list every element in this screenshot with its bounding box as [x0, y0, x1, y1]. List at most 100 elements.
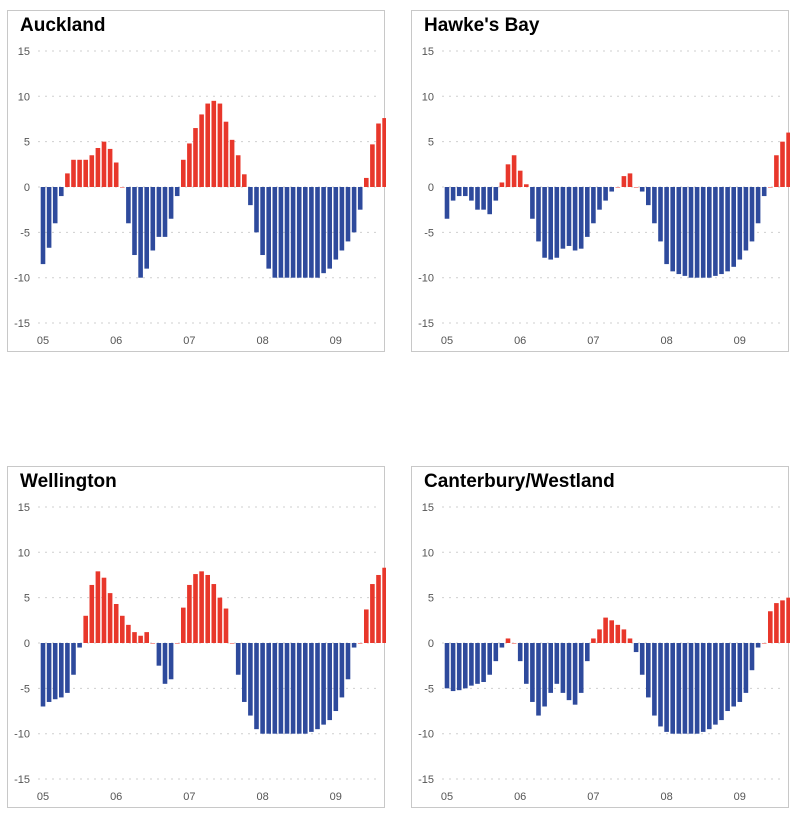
bar: [132, 187, 137, 256]
bar: [309, 187, 314, 278]
x-tick-label: 07: [587, 335, 599, 347]
bar: [138, 635, 143, 643]
bar: [254, 643, 259, 730]
bar: [83, 159, 88, 187]
bar: [248, 187, 253, 206]
bar: [646, 187, 651, 206]
x-tick-label: 06: [514, 335, 526, 347]
bar: [242, 174, 247, 187]
bar: [578, 187, 584, 249]
bar: [609, 620, 614, 643]
y-tick-label: -5: [424, 683, 434, 695]
bar: [71, 159, 76, 187]
y-tick-label: 10: [422, 91, 434, 103]
bar: [370, 144, 375, 187]
y-tick-label: 15: [18, 46, 30, 58]
bar: [731, 643, 736, 707]
bar: [621, 176, 627, 187]
bar: [749, 187, 755, 242]
bar: [327, 187, 332, 269]
bar: [682, 187, 688, 276]
bar: [309, 643, 314, 732]
bar: [101, 141, 107, 187]
bar: [511, 643, 517, 644]
bar: [321, 187, 326, 274]
bar: [487, 643, 492, 675]
bar: [761, 643, 767, 644]
bar: [266, 187, 271, 269]
bar: [499, 182, 505, 187]
bar: [585, 187, 590, 237]
bar-chart-hawkes-bay: 15 10 5 0 -5 -10 -15 05 06 07 08 09: [418, 46, 790, 347]
bar: [211, 100, 217, 187]
bar: [101, 577, 107, 643]
bar: [554, 643, 560, 684]
bar: [199, 571, 204, 643]
bar: [217, 597, 223, 643]
bar: [126, 187, 131, 224]
bar: [463, 643, 468, 689]
bar: [743, 643, 749, 693]
y-tick-label: 15: [422, 502, 434, 514]
y-tick-label: 5: [428, 137, 434, 149]
panel-wellington: Wellington 15 10 5 0 -5 -10 -15 05 06 07 08 09: [7, 466, 386, 808]
x-tick-label: 08: [256, 335, 268, 347]
y-tick-label: -15: [14, 774, 30, 786]
bar: [120, 615, 125, 643]
bar: [266, 643, 271, 734]
y-tick-label: -15: [418, 774, 434, 786]
bar: [554, 187, 560, 258]
bar: [272, 187, 278, 278]
bar: [290, 643, 296, 734]
bar: [517, 170, 523, 187]
x-tick-label: 05: [441, 335, 453, 347]
bar: [548, 643, 553, 693]
y-tick-label: -10: [14, 273, 30, 285]
bar: [162, 187, 168, 237]
bar: [150, 187, 156, 251]
x-tick-label: 09: [734, 791, 746, 803]
bar: [493, 643, 499, 662]
bar: [284, 187, 290, 278]
bar: [364, 609, 369, 643]
x-tick-label: 05: [37, 335, 49, 347]
bar: [560, 187, 566, 249]
x-tick-label: 08: [256, 791, 268, 803]
y-tick-label: 0: [24, 638, 30, 650]
bar: [217, 103, 223, 187]
y-tick-label: 0: [428, 182, 434, 194]
bar: [737, 187, 743, 260]
bar: [481, 643, 486, 683]
y-tick-label: 10: [18, 91, 30, 103]
y-tick-label: -5: [20, 227, 30, 239]
x-tick-label: 06: [110, 335, 122, 347]
bar: [456, 187, 462, 197]
bar: [272, 643, 278, 734]
x-tick-label: 06: [110, 791, 122, 803]
bar: [376, 123, 381, 187]
bar: [144, 187, 149, 269]
bar: [107, 148, 113, 187]
bar: [499, 643, 505, 648]
bar: [725, 187, 730, 272]
x-tick-label: 09: [330, 335, 342, 347]
bar: [530, 187, 535, 219]
bar: [120, 187, 125, 188]
bar: [609, 187, 614, 192]
panel-auckland: Auckland 15 10 5 0 -5 -10 -15 05 06 07 08 09: [7, 10, 386, 352]
bar: [315, 187, 320, 278]
bar: [652, 643, 657, 716]
y-tick-label: -15: [14, 318, 30, 330]
bar: [694, 187, 700, 278]
bar: [688, 187, 694, 278]
y-tick-label: -5: [424, 227, 434, 239]
panel-title: Hawke's Bay: [424, 15, 540, 36]
bar: [566, 187, 572, 246]
bar: [475, 187, 480, 210]
bar: [749, 643, 755, 671]
bar: [333, 643, 339, 712]
bar: [786, 597, 790, 643]
x-tick-label: 07: [183, 791, 195, 803]
bar: [89, 155, 95, 187]
bar: [187, 143, 192, 187]
